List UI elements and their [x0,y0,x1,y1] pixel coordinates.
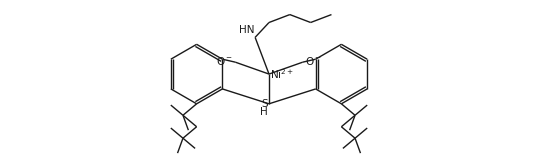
Text: H: H [260,107,268,117]
Text: Ni$^{2+}$: Ni$^{2+}$ [270,67,294,81]
Text: HN: HN [239,25,254,35]
Text: S: S [261,99,268,109]
Text: O$^-$: O$^-$ [305,55,322,67]
Text: O$^-$: O$^-$ [216,55,233,67]
